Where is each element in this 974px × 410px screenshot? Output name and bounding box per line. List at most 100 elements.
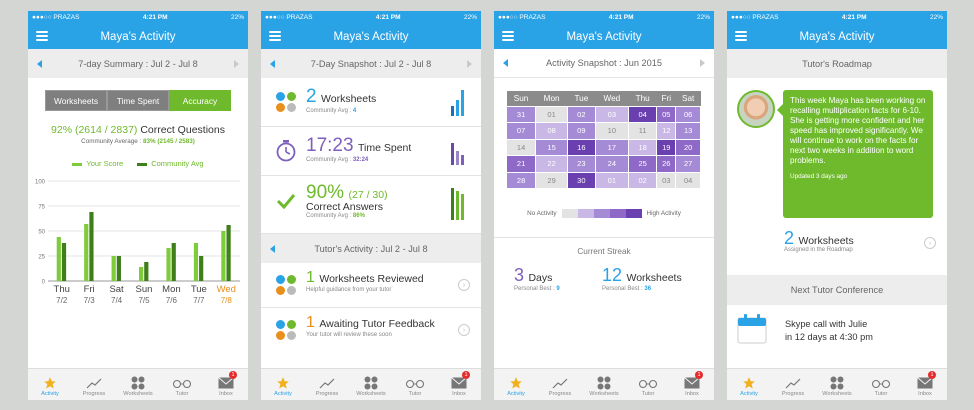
tab-progress[interactable]: Progress bbox=[771, 369, 815, 400]
calendar-day[interactable]: 17 bbox=[594, 138, 630, 156]
chevron-right-icon[interactable]: › bbox=[924, 237, 936, 249]
tab-progress[interactable]: Progress bbox=[305, 369, 349, 400]
weekday-header: Tue bbox=[567, 91, 596, 106]
activity-scale: No Activity High Activity bbox=[494, 209, 714, 218]
hamburger-icon[interactable] bbox=[269, 31, 281, 41]
star-icon bbox=[276, 375, 290, 391]
prev-arrow-icon[interactable] bbox=[270, 59, 275, 68]
calendar-day[interactable]: 08 bbox=[535, 122, 569, 140]
tab-inbox[interactable]: Inbox 1 bbox=[903, 369, 947, 400]
tab-progress[interactable]: Progress bbox=[538, 369, 582, 400]
tab-activity[interactable]: Activity bbox=[727, 369, 771, 400]
calendar-day[interactable]: 03 bbox=[656, 171, 677, 189]
tab-tutor[interactable]: Tutor bbox=[393, 369, 437, 400]
calendar-day[interactable]: 03 bbox=[594, 105, 630, 123]
calendar-day[interactable]: 14 bbox=[505, 138, 537, 156]
tab-activity[interactable]: Activity bbox=[494, 369, 538, 400]
tab-worksheets[interactable]: Worksheets bbox=[815, 369, 859, 400]
calendar-day[interactable]: 13 bbox=[675, 122, 701, 140]
tab-activity[interactable]: Activity bbox=[28, 369, 72, 400]
x-tick-label: Thu bbox=[54, 284, 70, 295]
tab-label: Inbox bbox=[452, 391, 466, 397]
tab-inbox[interactable]: Inbox 1 bbox=[670, 369, 714, 400]
calendar-day[interactable]: 18 bbox=[628, 138, 658, 156]
segment-worksheets[interactable]: Worksheets bbox=[45, 90, 107, 111]
calendar-day[interactable]: 15 bbox=[535, 138, 569, 156]
calendar-day[interactable]: 26 bbox=[656, 155, 677, 173]
hamburger-icon[interactable] bbox=[735, 31, 747, 41]
correct-percent: 90% bbox=[306, 182, 345, 203]
no-activity-label: No Activity bbox=[527, 210, 557, 217]
calendar-day[interactable]: 12 bbox=[656, 122, 677, 140]
calendar-day[interactable]: 29 bbox=[535, 171, 569, 189]
calendar-day[interactable]: 05 bbox=[656, 105, 677, 123]
tab-tutor[interactable]: Tutor bbox=[626, 369, 670, 400]
calendar-day[interactable]: 10 bbox=[594, 122, 630, 140]
calendar-day[interactable]: 11 bbox=[628, 122, 658, 140]
tab-worksheets[interactable]: Worksheets bbox=[116, 369, 160, 400]
prev-arrow-icon[interactable] bbox=[37, 59, 42, 68]
calendar-day[interactable]: 07 bbox=[505, 122, 537, 140]
worksheets-streak-label: Worksheets bbox=[626, 272, 682, 284]
calendar-day[interactable]: 20 bbox=[675, 138, 701, 156]
tab-inbox[interactable]: Inbox 1 bbox=[437, 369, 481, 400]
prev-arrow-icon[interactable] bbox=[270, 244, 275, 253]
calendar-day[interactable]: 25 bbox=[628, 155, 658, 173]
next-arrow-icon[interactable] bbox=[467, 59, 472, 68]
roadmap-header: Tutor's Roadmap bbox=[727, 49, 947, 78]
tab-progress[interactable]: Progress bbox=[72, 369, 116, 400]
correct-answers-row: 90% (27 / 30) Correct Answers Community … bbox=[261, 176, 481, 234]
worksheets-reviewed-row[interactable]: 1 Worksheets Reviewed Helpful guidance f… bbox=[261, 263, 481, 308]
calendar-day[interactable]: 31 bbox=[505, 105, 537, 123]
calendar-day[interactable]: 02 bbox=[628, 171, 658, 189]
tab-tutor[interactable]: Tutor bbox=[160, 369, 204, 400]
nav-bar: Maya's Activity bbox=[261, 24, 481, 49]
calendar-day[interactable]: 21 bbox=[505, 155, 537, 173]
chevron-right-icon[interactable]: › bbox=[458, 324, 470, 336]
calendar-day[interactable]: 30 bbox=[567, 171, 596, 189]
tab-label: Activity bbox=[740, 391, 758, 397]
tab-tutor[interactable]: Tutor bbox=[859, 369, 903, 400]
calendar-day[interactable]: 27 bbox=[675, 155, 701, 173]
calendar-day[interactable]: 28 bbox=[505, 171, 537, 189]
next-arrow-icon[interactable] bbox=[233, 59, 239, 68]
awaiting-feedback-row[interactable]: 1 Awaiting Tutor Feedback Your tutor wil… bbox=[261, 308, 481, 353]
hamburger-icon[interactable] bbox=[36, 31, 48, 41]
clock: 4:21 PM bbox=[142, 14, 168, 21]
scale-block bbox=[593, 209, 610, 218]
calendar-day[interactable]: 04 bbox=[628, 105, 658, 123]
calendar-day[interactable]: 06 bbox=[675, 105, 701, 123]
x-date-label: 7/8 bbox=[221, 296, 233, 305]
trend-icon bbox=[86, 375, 102, 391]
next-arrow-icon[interactable] bbox=[700, 59, 705, 67]
calendar-day[interactable]: 01 bbox=[535, 105, 569, 123]
conference-details: Skype call with Julie in 12 days at 4:30… bbox=[785, 318, 873, 344]
tab-label: Progress bbox=[315, 391, 339, 397]
segment-accuracy[interactable]: Accuracy bbox=[169, 90, 231, 111]
calendar-day[interactable]: 24 bbox=[594, 155, 630, 173]
battery: 22% bbox=[696, 14, 710, 21]
roadmap-ws-count: 2 bbox=[784, 228, 795, 248]
conference-line-2: in 12 days at 4:30 pm bbox=[785, 332, 873, 342]
calendar-day[interactable]: 09 bbox=[567, 122, 596, 140]
calendar-day[interactable]: 22 bbox=[535, 155, 569, 173]
battery: 22% bbox=[230, 14, 244, 21]
status-bar: ●●●○○ PRAZAS 4:21 PM 22% bbox=[727, 11, 947, 24]
chevron-right-icon[interactable]: › bbox=[458, 279, 470, 291]
tab-worksheets[interactable]: Worksheets bbox=[582, 369, 626, 400]
calendar-day[interactable]: 19 bbox=[656, 138, 677, 156]
calendar-day[interactable]: 02 bbox=[567, 105, 596, 123]
segment-time-spent[interactable]: Time Spent bbox=[107, 90, 169, 111]
tab-inbox[interactable]: Inbox 1 bbox=[204, 369, 248, 400]
calendar-day[interactable]: 01 bbox=[594, 171, 630, 189]
prev-arrow-icon[interactable] bbox=[503, 59, 508, 67]
calendar-day[interactable]: 23 bbox=[567, 155, 596, 173]
page-title: Maya's Activity bbox=[100, 30, 176, 43]
tab-worksheets[interactable]: Worksheets bbox=[349, 369, 393, 400]
tab-activity[interactable]: Activity bbox=[261, 369, 305, 400]
month-label: Activity Snapshot : Jun 2015 bbox=[546, 58, 662, 68]
calendar-day[interactable]: 16 bbox=[567, 138, 596, 156]
calendar-day[interactable]: 04 bbox=[675, 171, 701, 189]
hamburger-icon[interactable] bbox=[502, 31, 514, 41]
x-tick-label: Fri bbox=[84, 284, 95, 295]
